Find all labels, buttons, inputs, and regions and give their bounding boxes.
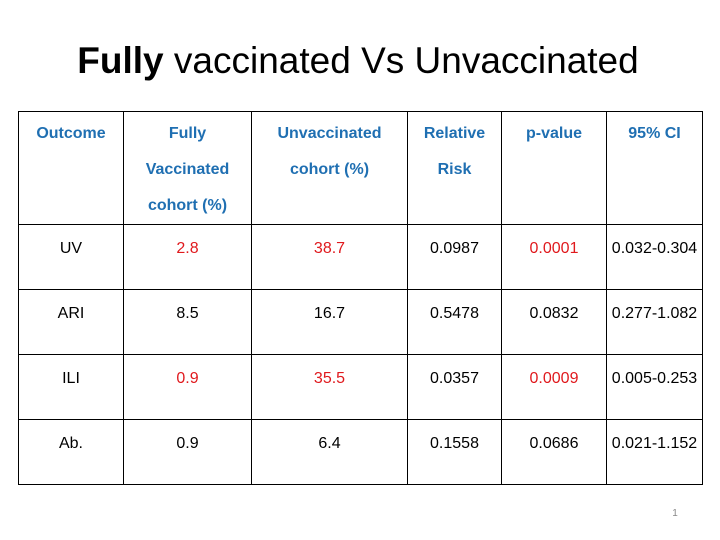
cell-outcome: ARI bbox=[18, 289, 124, 355]
cell-fully-vaccinated: 0.9 bbox=[123, 419, 252, 485]
results-table: Outcome Fully Vaccinated cohort (%) Unva… bbox=[18, 111, 703, 485]
cell-p-value: 0.0009 bbox=[501, 354, 607, 420]
table-row: ARI 8.5 16.7 0.5478 0.0832 0.277-1.082 bbox=[18, 289, 703, 355]
cell-outcome: UV bbox=[18, 224, 124, 290]
page-number: 1 bbox=[672, 508, 678, 519]
cell-fully-vaccinated: 8.5 bbox=[123, 289, 252, 355]
slide-title: Fully vaccinated Vs Unvaccinated bbox=[0, 38, 716, 84]
cell-p-value: 0.0832 bbox=[501, 289, 607, 355]
table-row: UV 2.8 38.7 0.0987 0.0001 0.032-0.304 bbox=[18, 224, 703, 290]
cell-outcome: ILI bbox=[18, 354, 124, 420]
cell-fully-vaccinated: 0.9 bbox=[123, 354, 252, 420]
cell-relative-risk: 0.0987 bbox=[407, 224, 502, 290]
header-p-value: p-value bbox=[501, 111, 607, 225]
table-header-row: Outcome Fully Vaccinated cohort (%) Unva… bbox=[18, 111, 703, 225]
header-95-ci: 95% CI bbox=[606, 111, 703, 225]
cell-95-ci: 0.005-0.253 bbox=[606, 354, 703, 420]
header-fully-vaccinated: Fully Vaccinated cohort (%) bbox=[123, 111, 252, 225]
header-unvaccinated: Unvaccinated cohort (%) bbox=[251, 111, 408, 225]
cell-unvaccinated: 16.7 bbox=[251, 289, 408, 355]
slide-title-bold: Fully bbox=[77, 40, 164, 81]
cell-unvaccinated: 6.4 bbox=[251, 419, 408, 485]
header-outcome: Outcome bbox=[18, 111, 124, 225]
cell-p-value: 0.0001 bbox=[501, 224, 607, 290]
cell-95-ci: 0.032-0.304 bbox=[606, 224, 703, 290]
cell-95-ci: 0.021-1.152 bbox=[606, 419, 703, 485]
cell-fully-vaccinated: 2.8 bbox=[123, 224, 252, 290]
cell-outcome: Ab. bbox=[18, 419, 124, 485]
cell-relative-risk: 0.1558 bbox=[407, 419, 502, 485]
cell-relative-risk: 0.5478 bbox=[407, 289, 502, 355]
table-row: Ab. 0.9 6.4 0.1558 0.0686 0.021-1.152 bbox=[18, 419, 703, 485]
header-relative-risk: Relative Risk bbox=[407, 111, 502, 225]
cell-relative-risk: 0.0357 bbox=[407, 354, 502, 420]
slide-title-rest: vaccinated Vs Unvaccinated bbox=[163, 40, 639, 81]
cell-unvaccinated: 38.7 bbox=[251, 224, 408, 290]
table-row: ILI 0.9 35.5 0.0357 0.0009 0.005-0.253 bbox=[18, 354, 703, 420]
cell-p-value: 0.0686 bbox=[501, 419, 607, 485]
cell-95-ci: 0.277-1.082 bbox=[606, 289, 703, 355]
cell-unvaccinated: 35.5 bbox=[251, 354, 408, 420]
